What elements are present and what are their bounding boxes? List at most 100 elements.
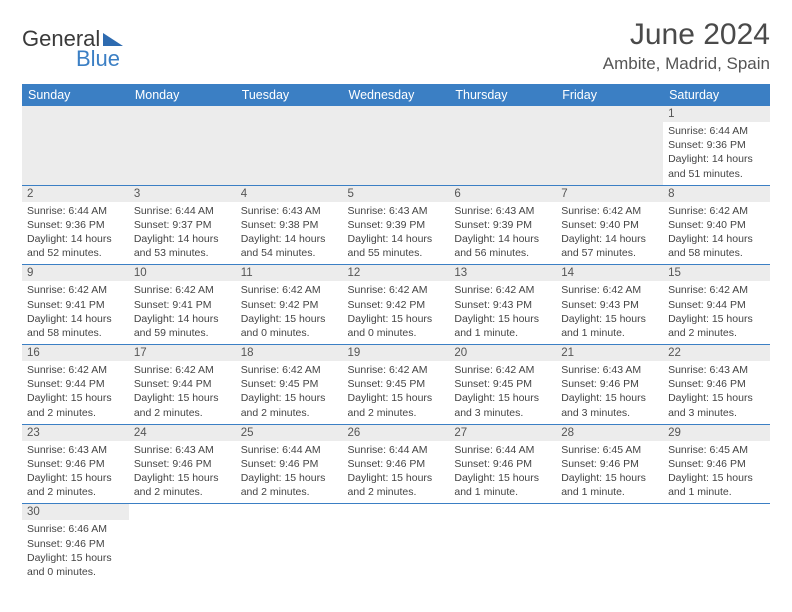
sunset-text: Sunset: 9:46 PM	[454, 457, 551, 471]
logo-triangle-icon	[103, 30, 123, 46]
day-info: Sunrise: 6:43 AMSunset: 9:39 PMDaylight:…	[449, 202, 556, 265]
day-number: 14	[556, 265, 663, 281]
daylight-text: Daylight: 14 hours and 57 minutes.	[561, 232, 658, 260]
day-info: Sunrise: 6:42 AMSunset: 9:40 PMDaylight:…	[663, 202, 770, 265]
calendar-head: SundayMondayTuesdayWednesdayThursdayFrid…	[22, 84, 770, 106]
sunset-text: Sunset: 9:46 PM	[561, 377, 658, 391]
sunset-text: Sunset: 9:43 PM	[561, 298, 658, 312]
calendar-table: SundayMondayTuesdayWednesdayThursdayFrid…	[22, 84, 770, 583]
sunset-text: Sunset: 9:46 PM	[134, 457, 231, 471]
day-number: 28	[556, 425, 663, 441]
sunset-text: Sunset: 9:46 PM	[561, 457, 658, 471]
daylight-text: Daylight: 14 hours and 53 minutes.	[134, 232, 231, 260]
daylight-text: Daylight: 15 hours and 3 minutes.	[561, 391, 658, 419]
day-number: 4	[236, 186, 343, 202]
day-number: 24	[129, 425, 236, 441]
sunrise-text: Sunrise: 6:42 AM	[668, 204, 765, 218]
day-number: 1	[663, 106, 770, 122]
sunrise-text: Sunrise: 6:42 AM	[241, 363, 338, 377]
header: General June 2024 Ambite, Madrid, Spain	[22, 18, 770, 74]
daylight-text: Daylight: 15 hours and 3 minutes.	[668, 391, 765, 419]
daylight-text: Daylight: 15 hours and 2 minutes.	[134, 471, 231, 499]
day-number: 9	[22, 265, 129, 281]
calendar-cell	[556, 504, 663, 583]
day-number: 6	[449, 186, 556, 202]
day-info: Sunrise: 6:44 AMSunset: 9:36 PMDaylight:…	[22, 202, 129, 265]
calendar-cell: 22Sunrise: 6:43 AMSunset: 9:46 PMDayligh…	[663, 345, 770, 425]
calendar-cell: 27Sunrise: 6:44 AMSunset: 9:46 PMDayligh…	[449, 424, 556, 504]
calendar-cell: 28Sunrise: 6:45 AMSunset: 9:46 PMDayligh…	[556, 424, 663, 504]
daylight-text: Daylight: 14 hours and 58 minutes.	[668, 232, 765, 260]
sunrise-text: Sunrise: 6:43 AM	[134, 443, 231, 457]
calendar-cell: 3Sunrise: 6:44 AMSunset: 9:37 PMDaylight…	[129, 185, 236, 265]
sunset-text: Sunset: 9:37 PM	[134, 218, 231, 232]
calendar-row: 9 Sunrise: 6:42 AM Sunset: 9:41 PM Daylight…	[22, 265, 770, 345]
day-info: Sunrise: 6:42 AMSunset: 9:42 PMDaylight:…	[343, 281, 450, 344]
calendar-cell	[449, 106, 556, 185]
calendar-cell: 26Sunrise: 6:44 AMSunset: 9:46 PMDayligh…	[343, 424, 450, 504]
calendar-cell: 29Sunrise: 6:45 AMSunset: 9:46 PMDayligh…	[663, 424, 770, 504]
sunrise-text: Sunrise: 6:43 AM	[241, 204, 338, 218]
day-number: 11	[236, 265, 343, 281]
day-number: 22	[663, 345, 770, 361]
daylight-text: Daylight: 15 hours and 2 minutes.	[27, 391, 124, 419]
day-number: 13	[449, 265, 556, 281]
calendar-cell: 21Sunrise: 6:43 AMSunset: 9:46 PMDayligh…	[556, 345, 663, 425]
calendar-cell: 4Sunrise: 6:43 AMSunset: 9:38 PMDaylight…	[236, 185, 343, 265]
daylight-text: Daylight: 14 hours and 52 minutes.	[27, 232, 124, 260]
day-info: Sunrise: 6:43 AMSunset: 9:46 PMDaylight:…	[663, 361, 770, 424]
calendar-cell	[129, 106, 236, 185]
sunrise-text: Sunrise: 6:43 AM	[561, 363, 658, 377]
daylight-text: Daylight: 15 hours and 2 minutes.	[134, 391, 231, 419]
day-number: 12	[343, 265, 450, 281]
sunset-text: Sunset: 9:44 PM	[134, 377, 231, 391]
sunrise-text: Sunrise: 6:42 AM	[241, 283, 338, 297]
calendar-row: 23Sunrise: 6:43 AMSunset: 9:46 PMDayligh…	[22, 424, 770, 504]
calendar-cell	[663, 504, 770, 583]
daylight-text: Daylight: 15 hours and 2 minutes.	[27, 471, 124, 499]
day-number: 29	[663, 425, 770, 441]
sunset-text: Sunset: 9:39 PM	[348, 218, 445, 232]
calendar-cell: 13Sunrise: 6:42 AMSunset: 9:43 PMDayligh…	[449, 265, 556, 345]
day-number: 16	[22, 345, 129, 361]
calendar-cell	[129, 504, 236, 583]
daylight-text: Daylight: 15 hours and 2 minutes.	[668, 312, 765, 340]
calendar-cell: 23Sunrise: 6:43 AMSunset: 9:46 PMDayligh…	[22, 424, 129, 504]
daylight-text: Daylight: 15 hours and 2 minutes.	[348, 471, 445, 499]
sunrise-text: Sunrise: 6:42 AM	[561, 204, 658, 218]
day-number: 18	[236, 345, 343, 361]
day-header: Sunday	[22, 84, 129, 106]
day-number: 10	[129, 265, 236, 281]
calendar-cell	[236, 106, 343, 185]
calendar-cell: 24 Sunrise: 6:43 AMSunset: 9:46 PMDayligh…	[129, 424, 236, 504]
daylight-text: Daylight: 15 hours and 2 minutes.	[241, 471, 338, 499]
day-number: 17	[129, 345, 236, 361]
day-info: Sunrise: 6:43 AMSunset: 9:46 PMDaylight:…	[556, 361, 663, 424]
day-number: 15	[663, 265, 770, 281]
day-info: Sunrise: 6:45 AMSunset: 9:46 PMDaylight:…	[663, 441, 770, 504]
sunset-text: Sunset: 9:46 PM	[668, 457, 765, 471]
day-number: 7	[556, 186, 663, 202]
sunrise-text: Sunrise: 6:44 AM	[454, 443, 551, 457]
sunrise-text: Sunrise: 6:44 AM	[27, 204, 124, 218]
daylight-text: Daylight: 15 hours and 1 minute.	[561, 471, 658, 499]
sunset-text: Sunset: 9:41 PM	[134, 298, 231, 312]
logo-part2: Blue	[76, 46, 120, 72]
calendar-cell: 15Sunrise: 6:42 AMSunset: 9:44 PMDayligh…	[663, 265, 770, 345]
sunrise-text: Sunrise: 6:42 AM	[668, 283, 765, 297]
sunset-text: Sunset: 9:42 PM	[348, 298, 445, 312]
sunrise-text: Sunrise: 6:43 AM	[668, 363, 765, 377]
calendar-cell	[449, 504, 556, 583]
calendar-cell: 16Sunrise: 6:42 AMSunset: 9:44 PMDayligh…	[22, 345, 129, 425]
day-info: Sunrise: 6:42 AMSunset: 9:44 PMDaylight:…	[22, 361, 129, 424]
sunrise-text: Sunrise: 6:45 AM	[668, 443, 765, 457]
sunrise-text: Sunrise: 6:42 AM	[27, 283, 124, 297]
sunset-text: Sunset: 9:36 PM	[668, 138, 765, 152]
sunset-text: Sunset: 9:40 PM	[561, 218, 658, 232]
sunrise-text: Sunrise: 6:43 AM	[348, 204, 445, 218]
day-number: 2	[22, 186, 129, 202]
sunset-text: Sunset: 9:42 PM	[241, 298, 338, 312]
sunset-text: Sunset: 9:46 PM	[27, 457, 124, 471]
day-info: Sunrise: 6:43 AMSunset: 9:38 PMDaylight:…	[236, 202, 343, 265]
day-info: Sunrise: 6:42 AMSunset: 9:43 PMDaylight:…	[449, 281, 556, 344]
